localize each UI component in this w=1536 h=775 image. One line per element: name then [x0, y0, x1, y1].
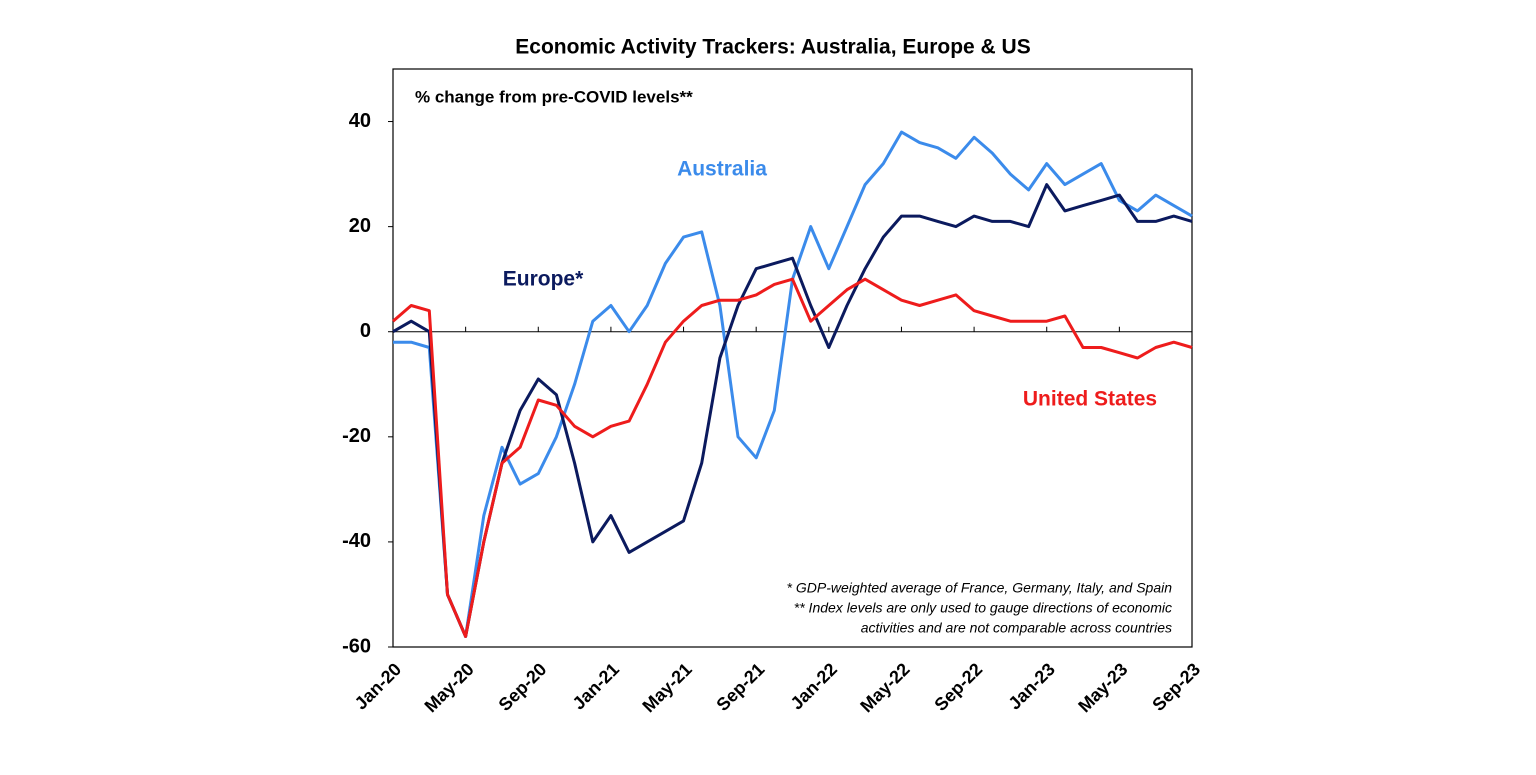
x-tick-label: Sep-22: [930, 659, 986, 715]
x-tick-label: Jan-22: [787, 659, 841, 713]
y-tick-label: -40: [342, 530, 371, 552]
plot-frame: [392, 68, 1193, 648]
series-label: Europe*: [503, 268, 584, 291]
x-tick-label: May-21: [638, 659, 695, 716]
y-tick-label: 0: [360, 320, 371, 342]
x-tick-label: Sep-23: [1148, 659, 1204, 715]
x-tick-label: Sep-20: [495, 659, 551, 715]
x-tick-label: May-20: [421, 659, 478, 716]
note: activities and are not comparable across…: [861, 620, 1172, 636]
series-line: [392, 183, 1193, 638]
note: ** Index levels are only used to gauge d…: [794, 600, 1172, 616]
note: * GDP-weighted average of France, German…: [787, 580, 1173, 596]
chart-title: Economic Activity Trackers: Australia, E…: [515, 36, 1030, 59]
x-tick-label: Jan-21: [569, 659, 623, 713]
y-tick-label: -60: [342, 635, 371, 657]
series-line: [392, 277, 1193, 638]
x-tick-label: Jan-23: [1004, 659, 1058, 713]
series-label: Australia: [677, 158, 767, 181]
subtitle: % change from pre-COVID levels**: [415, 87, 693, 106]
x-tick-label: May-23: [1074, 659, 1131, 716]
y-tick-label: 40: [349, 110, 371, 132]
y-tick-label: 20: [349, 215, 371, 237]
x-tick-label: Sep-21: [712, 659, 768, 715]
x-tick-label: May-22: [856, 659, 913, 716]
series-label: United States: [1023, 388, 1157, 411]
y-tick-label: -20: [342, 425, 371, 447]
x-tick-label: Jan-20: [351, 659, 405, 713]
